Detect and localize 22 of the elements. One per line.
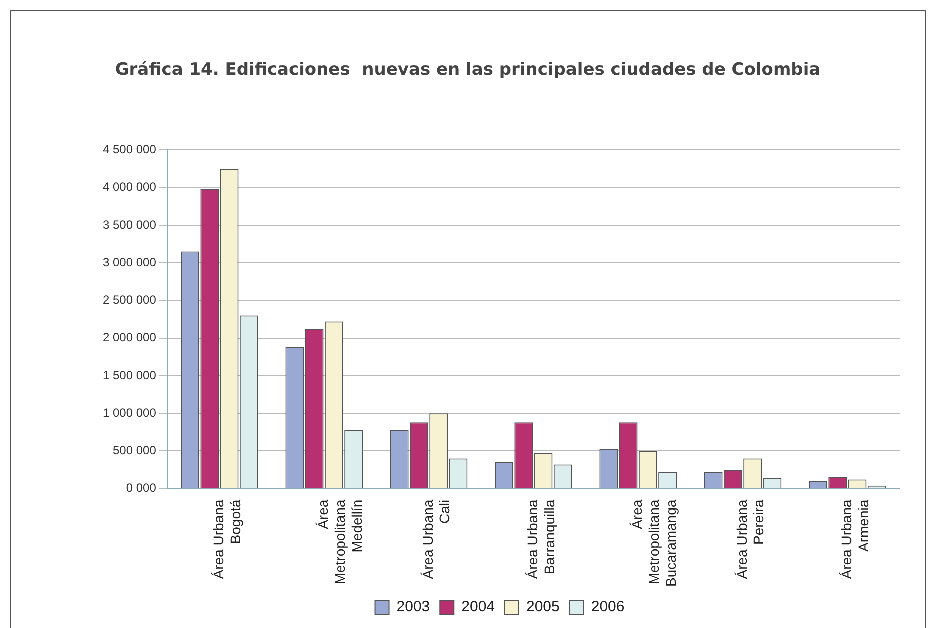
x-tick-label: Área Metropolitana Bucaramanga — [629, 500, 679, 588]
y-tick-label: 1 000 000 — [102, 406, 157, 420]
x-tick-label: Área Urbana Cali — [420, 500, 453, 580]
y-tick-label: 0 000 — [126, 481, 157, 496]
y-tick-label: 3 500 000 — [102, 218, 157, 232]
legend-label: 2005 — [526, 598, 560, 616]
y-tick-label: 1 500 000 — [102, 368, 157, 382]
legend-label: 2003 — [396, 598, 430, 616]
x-tick-label: Área Urbana Armenia — [838, 500, 872, 580]
x-tick-label: Área Urbana Barranquilla — [524, 500, 558, 580]
x-tick-label: Área Metropolitana Medellín — [315, 500, 365, 585]
x-tick-label: Área Urbana Pereira — [734, 500, 767, 580]
legend-label: 2004 — [462, 598, 496, 616]
y-tick-label: 4 500 000 — [102, 142, 157, 157]
x-tick-label: Área Urbana Bogotá — [210, 500, 244, 580]
y-tick-label: 4 000 000 — [102, 180, 157, 194]
chart-title: Gráfica 14. Edificaciones nuevas en las principales ciudades de Colombia — [114, 60, 822, 80]
legend-label: 2006 — [591, 598, 625, 616]
y-tick-label: 3 000 000 — [102, 255, 157, 270]
y-tick-label: 2 500 000 — [102, 293, 157, 308]
y-tick-label: 2 000 000 — [102, 330, 157, 345]
y-tick-label: 500 000 — [112, 444, 157, 458]
